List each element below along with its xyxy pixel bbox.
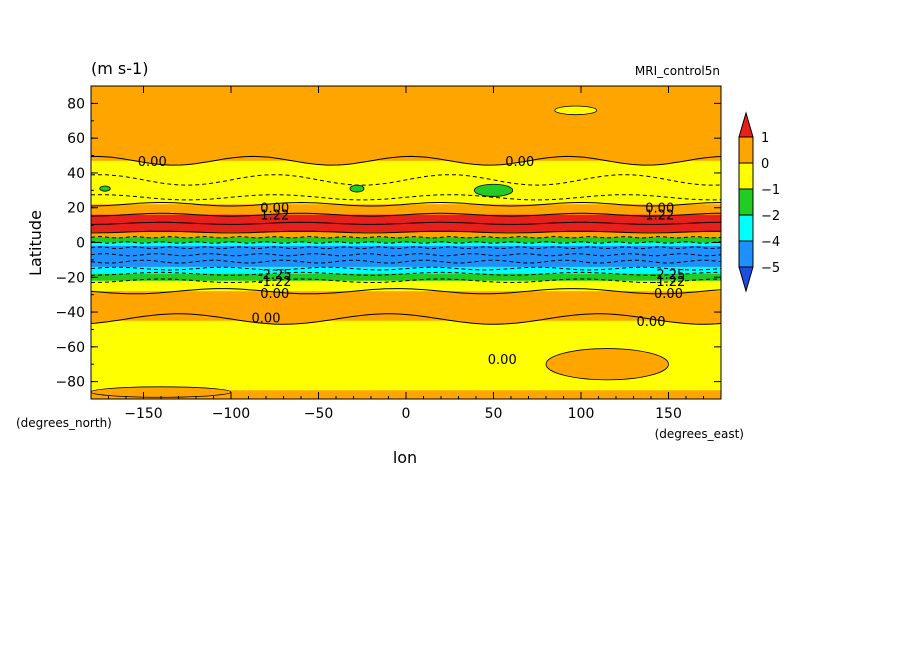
contour-patches	[91, 105, 721, 398]
fill-band-0	[91, 86, 721, 162]
y-tick-label-0: 80	[67, 96, 85, 112]
colorbar-swatch-0	[738, 111, 754, 138]
colorbar-label-0: 1	[761, 131, 769, 146]
x-tick-label-1: −100	[212, 406, 250, 422]
colorbar-swatch-3	[738, 188, 754, 216]
contour-line-0	[91, 155, 721, 166]
y-tick-label-1: 60	[67, 131, 85, 147]
x-axis-title: lon	[393, 448, 417, 467]
contour-line-9	[91, 246, 721, 250]
x-tick-label-0: −150	[124, 406, 162, 422]
contour-line-5	[91, 221, 721, 225]
colorbar-label-3: −2	[761, 209, 780, 224]
contour-label-4: 0.00	[645, 202, 674, 217]
x-tick-label-2: −50	[304, 406, 334, 422]
contour-line-2	[91, 194, 721, 201]
contour-blob-3	[554, 105, 598, 116]
wave-fill-north	[91, 152, 721, 166]
y-tick-label-2: 40	[67, 166, 85, 182]
colorbar-swatch-1	[738, 136, 754, 164]
contour-line-4	[91, 212, 721, 217]
contour-label-7: -2.25	[258, 268, 292, 283]
contour-line-1	[91, 174, 721, 186]
contour-label-3: 1.22	[260, 209, 289, 224]
colorbar-label-2: −1	[761, 183, 780, 198]
contour-label-11: 0.00	[654, 287, 683, 302]
contour-line-16	[91, 313, 721, 325]
contour-labels: 0.00 0.000.001.22 0.001.22-1.22-2.25 -1.22-…	[138, 155, 686, 368]
colorbar-swatch-6	[738, 266, 754, 293]
contour-line-6	[91, 230, 721, 234]
x-tick-label-4: 50	[485, 406, 503, 422]
contour-label-10: 0.00	[260, 287, 289, 302]
contour-blob-2	[99, 185, 111, 192]
colorbar-label-5: −5	[761, 261, 780, 276]
contour-line-8	[91, 241, 721, 244]
contour-blob-5	[91, 386, 232, 398]
fill-band-7	[91, 245, 721, 268]
x-tick-label-6: 150	[655, 406, 682, 422]
fill-band-9	[91, 273, 721, 282]
fill-band-1	[91, 160, 721, 205]
y-axis-title: Latitude	[26, 210, 45, 276]
fill-band-8	[91, 266, 721, 275]
contour-line-7	[91, 236, 721, 239]
colorbar: 1 0 −1 −2 −4 −5	[738, 111, 780, 293]
contour-label-8: -1.22	[652, 275, 686, 290]
wave-fill-south	[91, 305, 721, 325]
contour-label-13: 0.00	[637, 315, 666, 330]
y-axis: 80 60 40 20 0 −20 −40 −60 −80	[55, 85, 721, 391]
contour-blob-4	[545, 348, 669, 381]
fill-band-10	[91, 280, 721, 292]
x-tick-label-5: 100	[568, 406, 595, 422]
y-tick-label-6: −40	[55, 305, 85, 321]
x-units-label: (degrees_east)	[655, 427, 744, 441]
contour-lines	[91, 155, 721, 325]
y-tick-label-7: −60	[55, 340, 85, 356]
y-tick-label-5: −20	[55, 270, 85, 286]
contour-label-1: 0.00	[505, 155, 534, 170]
contour-blob-0	[473, 183, 514, 197]
colorbar-label-1: 0	[761, 157, 769, 172]
contour-label-12: 0.00	[252, 311, 281, 326]
colorbar-swatch-4	[738, 214, 754, 242]
fill-band-4	[91, 232, 721, 238]
fill-band-2	[91, 204, 721, 216]
x-tick-label-3: 0	[402, 406, 411, 422]
contour-line-3	[91, 201, 721, 207]
contour-line-10	[91, 253, 721, 257]
contour-label-5: 1.22	[645, 209, 674, 224]
colorbar-label-4: −4	[761, 235, 780, 250]
colorbar-swatch-5	[738, 240, 754, 268]
contour-blob-1	[349, 184, 365, 193]
y-tick-label-4: 0	[76, 236, 85, 252]
colorbar-swatch-2	[738, 162, 754, 190]
contour-label-0: 0.00	[138, 155, 167, 170]
fill-band-5	[91, 237, 721, 243]
contour-label-6: -1.22	[258, 275, 292, 290]
contour-line-13	[91, 271, 721, 276]
contour-label-9: -2.25	[652, 268, 686, 283]
contour-label-14: 0.00	[488, 353, 517, 368]
contour-line-14	[91, 278, 721, 284]
x-axis: −150 −100 −50 0 50 100 150	[108, 86, 722, 422]
y-tick-label-3: 20	[67, 201, 85, 217]
contour-label-2: 0.00	[260, 202, 289, 217]
source-label: MRI_control5n	[635, 64, 720, 78]
units-label: (m s-1)	[91, 59, 148, 78]
contour-line-11	[91, 259, 721, 264]
contour-line-15	[91, 288, 721, 295]
y-units-label: (degrees_north)	[16, 416, 112, 430]
fill-band-6	[91, 242, 721, 247]
contour-line-12	[91, 266, 721, 271]
y-tick-label-8: −80	[55, 375, 85, 391]
